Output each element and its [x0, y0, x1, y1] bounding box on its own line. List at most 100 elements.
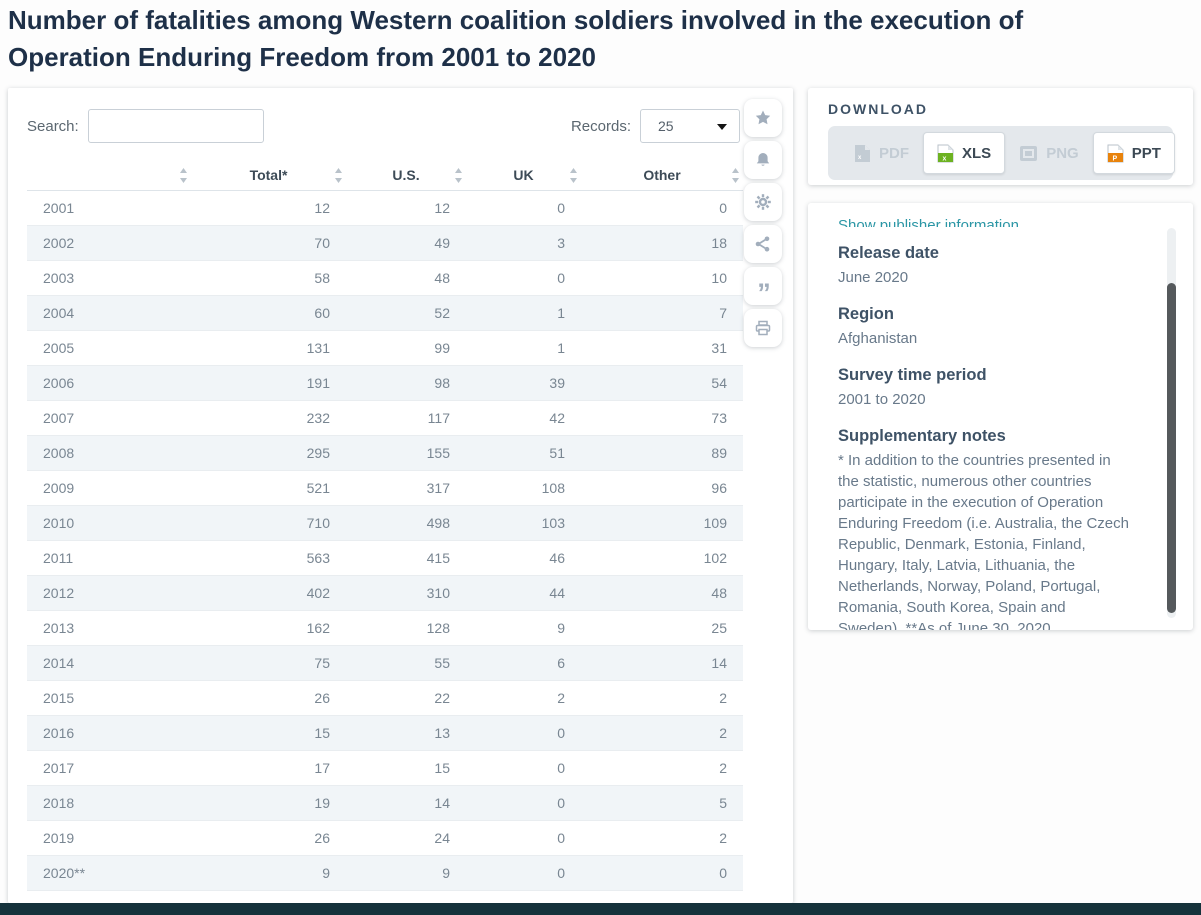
favorite-button[interactable]: [744, 99, 782, 137]
uk-cell: 0: [466, 855, 581, 891]
uk-cell: 0: [466, 785, 581, 821]
us-cell: 98: [346, 365, 466, 401]
total-cell: 162: [191, 610, 346, 646]
uk-cell: 2: [466, 680, 581, 716]
notification-button[interactable]: [744, 141, 782, 179]
download-xls-button[interactable]: x XLS: [923, 132, 1006, 174]
statistic-details-card: Show publisher information Release date …: [808, 203, 1193, 630]
other-cell: 102: [581, 540, 743, 576]
table-row: 2014 75 55 6 14: [27, 645, 743, 681]
table-controls: Search: Records: 25: [27, 109, 743, 143]
total-cell: 17: [191, 750, 346, 786]
year-cell: 2018: [27, 785, 191, 821]
total-cell: 191: [191, 365, 346, 401]
other-cell: 89: [581, 435, 743, 471]
pdf-file-icon: x: [854, 144, 871, 163]
us-cell: 55: [346, 645, 466, 681]
other-cell: 96: [581, 470, 743, 506]
year-cell: 2019: [27, 820, 191, 856]
total-cell: 26: [191, 680, 346, 716]
us-cell: 155: [346, 435, 466, 471]
table-row: 2019 26 24 0 2: [27, 820, 743, 856]
year-cell: 2011: [27, 540, 191, 576]
year-cell: 2005: [27, 330, 191, 366]
table-header-row: Total* U.S. UK: [27, 160, 743, 191]
other-cell: 2: [581, 715, 743, 751]
share-button[interactable]: [744, 225, 782, 263]
uk-cell: 0: [466, 750, 581, 786]
records-select[interactable]: 25: [640, 109, 740, 143]
download-png-button[interactable]: PNG: [1005, 132, 1093, 174]
other-cell: 10: [581, 260, 743, 296]
xls-file-icon: x: [937, 144, 954, 163]
us-cell: 15: [346, 750, 466, 786]
star-icon: [754, 109, 772, 127]
total-cell: 26: [191, 820, 346, 856]
sort-icon[interactable]: [731, 168, 740, 186]
print-button[interactable]: [744, 309, 782, 347]
column-header-year[interactable]: [27, 160, 191, 191]
table-row: 2010 710 498 103 109: [27, 505, 743, 541]
sort-icon[interactable]: [569, 168, 578, 186]
us-cell: 128: [346, 610, 466, 646]
region-heading: Region: [838, 305, 894, 323]
us-cell: 52: [346, 295, 466, 331]
sort-icon[interactable]: [334, 168, 343, 186]
year-cell: 2009: [27, 470, 191, 506]
sort-icon[interactable]: [454, 168, 463, 186]
table-row: 2015 26 22 2 2: [27, 680, 743, 716]
uk-cell: 0: [466, 715, 581, 751]
total-cell: 15: [191, 715, 346, 751]
us-cell: 9: [346, 855, 466, 891]
uk-cell: 1: [466, 330, 581, 366]
table-row: 2009 521 317 108 96: [27, 470, 743, 506]
table-row: 2017 17 15 0 2: [27, 750, 743, 786]
table-row: 2006 191 98 39 54: [27, 365, 743, 401]
release-date-section: Release date June 2020: [838, 244, 1129, 288]
us-cell: 48: [346, 260, 466, 296]
year-cell: 2006: [27, 365, 191, 401]
survey-time-period-value: 2001 to 2020: [838, 391, 926, 408]
table-row: 2016 15 13 0 2: [27, 715, 743, 751]
total-cell: 75: [191, 645, 346, 681]
supplementary-notes-section: Supplementary notes * In addition to the…: [838, 427, 1129, 630]
us-cell: 415: [346, 540, 466, 576]
column-header-total[interactable]: Total*: [191, 160, 346, 191]
column-header-us[interactable]: U.S.: [346, 160, 466, 191]
sort-icon[interactable]: [179, 168, 188, 186]
scrollbar-thumb[interactable]: [1167, 283, 1176, 613]
table-row: 2008 295 155 51 89: [27, 435, 743, 471]
year-cell: 2017: [27, 750, 191, 786]
statistic-table-card: Search: Records: 25: [8, 88, 793, 903]
table-row: 2002 70 49 3 18: [27, 225, 743, 261]
publisher-link-clipped: Show publisher information: [838, 217, 1129, 227]
printer-icon: [754, 319, 772, 337]
table-row: 2001 12 12 0 0: [27, 190, 743, 226]
year-cell: 2013: [27, 610, 191, 646]
other-cell: 0: [581, 190, 743, 226]
year-cell: 2014: [27, 645, 191, 681]
download-ppt-button[interactable]: P PPT: [1092, 132, 1175, 174]
total-cell: 19: [191, 785, 346, 821]
total-cell: 402: [191, 575, 346, 611]
region-value: Afghanistan: [838, 330, 918, 347]
scrollbar-track[interactable]: [1167, 228, 1176, 618]
us-cell: 498: [346, 505, 466, 541]
chevron-down-icon: [717, 124, 727, 130]
table-row: 2003 58 48 0 10: [27, 260, 743, 296]
region-section: Region Afghanistan: [838, 305, 1129, 349]
download-pdf-button[interactable]: x PDF: [840, 132, 923, 174]
uk-cell: 103: [466, 505, 581, 541]
search-label: Search:: [27, 117, 79, 135]
search-input[interactable]: [87, 109, 264, 143]
settings-button[interactable]: [744, 183, 782, 221]
release-date-value: June 2020: [838, 269, 909, 286]
download-button-tray: x PDF x XLS PNG P PPT: [828, 126, 1175, 180]
cite-button[interactable]: ”: [744, 267, 782, 307]
show-publisher-information-link[interactable]: Show publisher information: [838, 217, 1019, 227]
column-header-other[interactable]: Other: [581, 160, 743, 191]
png-file-icon: [1019, 145, 1038, 162]
column-header-uk[interactable]: UK: [466, 160, 581, 191]
year-cell: 2002: [27, 225, 191, 261]
uk-cell: 108: [466, 470, 581, 506]
